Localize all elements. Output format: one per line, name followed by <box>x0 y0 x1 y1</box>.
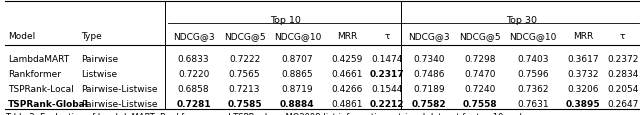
Text: 0.7596: 0.7596 <box>517 69 549 78</box>
Text: TSPRank-Local: TSPRank-Local <box>8 84 74 93</box>
Text: 0.7631: 0.7631 <box>517 99 549 108</box>
Text: 0.3732: 0.3732 <box>567 69 599 78</box>
Text: MRR: MRR <box>573 32 593 41</box>
Text: NDCG@5: NDCG@5 <box>460 32 501 41</box>
Text: Pairwise: Pairwise <box>81 54 118 63</box>
Text: 0.7189: 0.7189 <box>413 84 445 93</box>
Text: 0.7340: 0.7340 <box>413 54 445 63</box>
Text: Type: Type <box>81 32 102 41</box>
Text: 0.7222: 0.7222 <box>229 54 260 63</box>
Text: 0.8707: 0.8707 <box>282 54 313 63</box>
Text: Pairwise-Listwise: Pairwise-Listwise <box>81 84 157 93</box>
Text: 0.4861: 0.4861 <box>332 99 363 108</box>
Text: 0.7470: 0.7470 <box>465 69 496 78</box>
Text: Table 2: Evaluation of LambdaMART, Rankformer, and TSPRank on MQ2008-list inform: Table 2: Evaluation of LambdaMART, Rankf… <box>5 112 522 115</box>
Text: NDCG@3: NDCG@3 <box>408 32 450 41</box>
Text: 0.7486: 0.7486 <box>413 69 445 78</box>
Text: NDCG@10: NDCG@10 <box>274 32 321 41</box>
Text: 0.2647: 0.2647 <box>607 99 638 108</box>
Text: Top 30: Top 30 <box>506 16 537 24</box>
Text: NDCG@10: NDCG@10 <box>509 32 557 41</box>
Text: 0.2372: 0.2372 <box>607 54 638 63</box>
Text: 0.7240: 0.7240 <box>465 84 496 93</box>
Text: τ: τ <box>620 32 625 41</box>
Text: 0.7362: 0.7362 <box>517 84 549 93</box>
Text: 0.7558: 0.7558 <box>463 99 497 108</box>
Text: 0.7582: 0.7582 <box>412 99 447 108</box>
Text: 0.4259: 0.4259 <box>332 54 363 63</box>
Text: 0.7281: 0.7281 <box>176 99 211 108</box>
Text: Rankformer: Rankformer <box>8 69 61 78</box>
Text: 0.7213: 0.7213 <box>229 84 260 93</box>
Text: 0.2054: 0.2054 <box>607 84 638 93</box>
Text: Model: Model <box>8 32 35 41</box>
Text: 0.7298: 0.7298 <box>465 54 496 63</box>
Text: 0.1544: 0.1544 <box>371 84 403 93</box>
Text: 0.8865: 0.8865 <box>282 69 313 78</box>
Text: 0.8719: 0.8719 <box>282 84 313 93</box>
Text: 0.2212: 0.2212 <box>370 99 404 108</box>
Text: 0.8884: 0.8884 <box>280 99 315 108</box>
Text: 0.7403: 0.7403 <box>517 54 549 63</box>
Text: 0.4266: 0.4266 <box>332 84 363 93</box>
Text: NDCG@5: NDCG@5 <box>224 32 266 41</box>
Text: 0.2834: 0.2834 <box>607 69 638 78</box>
Text: 0.2317: 0.2317 <box>370 69 404 78</box>
Text: 0.3206: 0.3206 <box>567 84 599 93</box>
Text: 0.1474: 0.1474 <box>371 54 403 63</box>
Text: 0.7220: 0.7220 <box>178 69 209 78</box>
Text: Top 10: Top 10 <box>271 16 301 24</box>
Text: Listwise: Listwise <box>81 69 117 78</box>
Text: 0.3895: 0.3895 <box>566 99 600 108</box>
Text: 0.7585: 0.7585 <box>227 99 262 108</box>
Text: TSPRank-Global: TSPRank-Global <box>8 99 88 108</box>
Text: MRR: MRR <box>337 32 358 41</box>
Text: τ: τ <box>384 32 390 41</box>
Text: 0.7565: 0.7565 <box>229 69 260 78</box>
Text: Pairwise-Listwise: Pairwise-Listwise <box>81 99 157 108</box>
Text: 0.4661: 0.4661 <box>332 69 363 78</box>
Text: 0.3617: 0.3617 <box>567 54 599 63</box>
Text: LambdaMART: LambdaMART <box>8 54 69 63</box>
Text: 0.6833: 0.6833 <box>178 54 209 63</box>
Text: NDCG@3: NDCG@3 <box>173 32 214 41</box>
Text: 0.6858: 0.6858 <box>178 84 209 93</box>
